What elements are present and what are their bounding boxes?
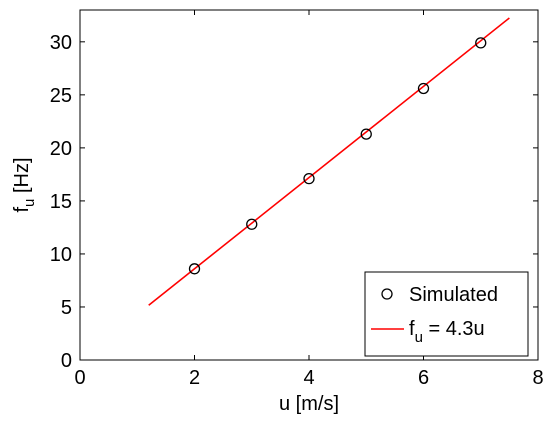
- x-tick-label: 2: [189, 367, 200, 389]
- legend-fit-rest: = 4.3u: [423, 318, 485, 340]
- legend-label-simulated: Simulated: [409, 284, 498, 306]
- y-tick-label: 30: [50, 32, 72, 54]
- y-tick-label: 25: [50, 85, 72, 107]
- y-tick-label: 20: [50, 138, 72, 160]
- x-tick-label: 8: [532, 367, 543, 389]
- y-tick-label: 15: [50, 191, 72, 213]
- x-axis-label: u [m/s]: [279, 393, 339, 415]
- y-tick-label: 5: [61, 297, 72, 319]
- y-tick-label: 10: [50, 244, 72, 266]
- legend-fit-sub: u: [415, 329, 423, 346]
- x-tick-label: 0: [74, 367, 85, 389]
- y-tick-label: 0: [61, 350, 72, 372]
- x-tick-label: 4: [303, 367, 314, 389]
- legend: Simulated fu = 4.3u: [365, 272, 528, 356]
- y-axis-label-unit: [Hz]: [11, 157, 33, 198]
- x-tick-label: 6: [418, 367, 429, 389]
- y-axis-label-sub: u: [21, 199, 38, 207]
